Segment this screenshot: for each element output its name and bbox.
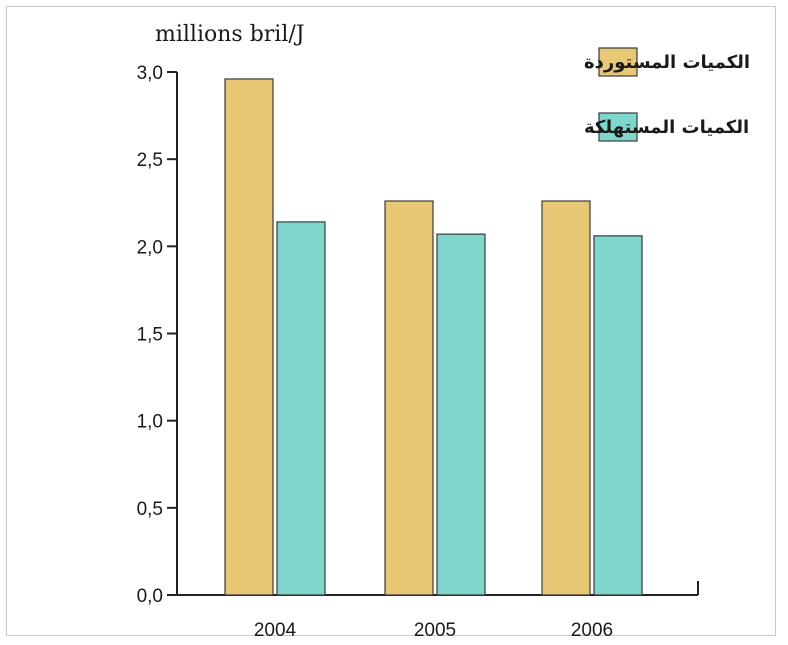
y-tick-label: 0,0 xyxy=(137,586,163,607)
bar-2005-series-2 xyxy=(436,233,486,596)
legend: الكميات المستوردة الكميات المستهلكة xyxy=(584,47,750,142)
y-tick-label: 3,0 xyxy=(137,63,163,84)
legend-swatch-2 xyxy=(598,112,638,142)
y-tick-label: 0,5 xyxy=(137,499,163,520)
y-tick-label: 1,5 xyxy=(137,325,163,346)
bars xyxy=(224,78,643,596)
x-tick-label: 2004 xyxy=(254,620,297,641)
y-ticks: 0,0 0,5 1,0 1,5 2,0 2,5 3,0 xyxy=(137,63,177,607)
bar-2004-series-1 xyxy=(224,78,274,596)
legend-swatch-1 xyxy=(598,47,638,77)
legend-label-2: الكميات المستهلكة xyxy=(584,117,749,138)
bar-2005-series-1 xyxy=(384,200,434,596)
bar-2004-series-2 xyxy=(276,221,326,596)
x-tick-label: 2006 xyxy=(571,620,613,641)
y-unit-label: millions bril/J xyxy=(155,22,305,47)
legend-label-1: الكميات المستوردة xyxy=(584,52,750,73)
bar-2006-series-2 xyxy=(593,235,643,596)
x-ticks: 2004 2005 2006 xyxy=(254,620,613,641)
x-tick-label: 2005 xyxy=(414,620,456,641)
y-tick-label: 1,0 xyxy=(137,412,163,433)
bar-2006-series-1 xyxy=(541,200,591,596)
y-tick-label: 2,0 xyxy=(137,237,163,258)
y-tick-label: 2,5 xyxy=(137,150,163,171)
